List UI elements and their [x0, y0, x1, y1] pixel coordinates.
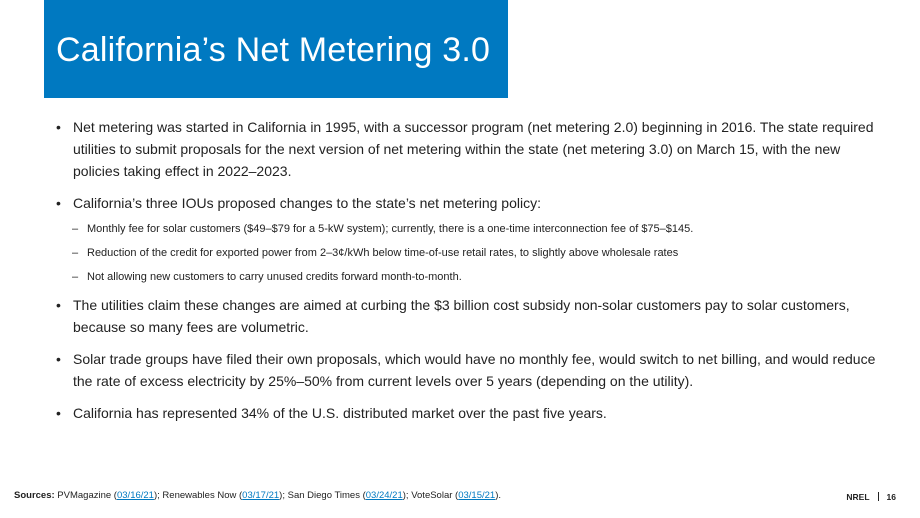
bullet-icon: • [56, 297, 61, 313]
bullet-text: California has represented 34% of the U.… [73, 405, 607, 421]
title-banner: California’s Net Metering 3.0 [44, 0, 508, 98]
source-name: Renewables Now [162, 490, 237, 501]
bullet-item: • Solar trade groups have filed their ow… [56, 348, 876, 392]
bullet-item: • California’s three IOUs proposed chang… [56, 192, 876, 214]
source-link[interactable]: 03/24/21 [365, 490, 403, 501]
bullet-list: • Net metering was started in California… [56, 116, 876, 424]
source-name: San Diego Times [287, 490, 360, 501]
sub-bullet-item: – Reduction of the credit for exported p… [56, 246, 876, 260]
sub-bullet-item: – Monthly fee for solar customers ($49–$… [56, 222, 876, 236]
source-separator: . [498, 490, 502, 501]
source-link[interactable]: 03/15/21 [458, 490, 496, 501]
bullet-icon: • [56, 351, 61, 367]
sub-bullet-item: – Not allowing new customers to carry un… [56, 270, 876, 284]
sub-bullet-text: Monthly fee for solar customers ($49–$79… [87, 223, 694, 235]
dash-icon: – [72, 223, 79, 235]
bullet-icon: • [56, 405, 61, 421]
source-link[interactable]: 03/17/21 [242, 490, 280, 501]
bullet-icon: • [56, 195, 61, 211]
bullet-item: • Net metering was started in California… [56, 116, 876, 182]
bullet-item: • The utilities claim these changes are … [56, 294, 876, 338]
dash-icon: – [72, 247, 79, 259]
sub-bullet-text: Reduction of the credit for exported pow… [87, 247, 679, 259]
source-name: VoteSolar [411, 490, 453, 501]
bullet-item: • California has represented 34% of the … [56, 402, 876, 424]
sub-bullet-list: – Monthly fee for solar customers ($49–$… [56, 222, 876, 284]
bullet-icon: • [56, 119, 61, 135]
source-separator: ; [405, 490, 412, 501]
source-separator: ; [282, 490, 288, 501]
sub-bullet-text: Not allowing new customers to carry unus… [87, 271, 462, 283]
divider [877, 492, 879, 501]
sources-footer: Sources: PVMagazine (03/16/21); Renewabl… [14, 490, 502, 501]
sources-label: Sources: [14, 490, 55, 501]
bullet-text: Net metering was started in California i… [73, 119, 874, 179]
slide-title: California’s Net Metering 3.0 [56, 30, 491, 69]
source-separator: ; [157, 490, 163, 501]
dash-icon: – [72, 271, 79, 283]
org-label: NREL [846, 492, 870, 502]
bullet-text: The utilities claim these changes are ai… [73, 297, 850, 335]
source-link[interactable]: 03/16/21 [116, 490, 154, 501]
bullet-text: California’s three IOUs proposed changes… [73, 195, 541, 211]
page-footer: NREL 16 [846, 492, 896, 502]
page-number: 16 [886, 492, 896, 502]
bullet-text: Solar trade groups have filed their own … [73, 351, 876, 389]
source-name: PVMagazine [57, 490, 112, 501]
